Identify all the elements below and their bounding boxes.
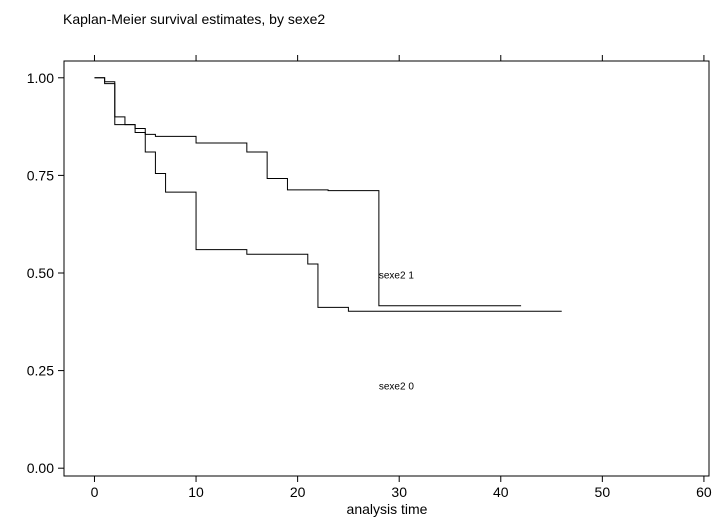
x-tick-label: 10	[188, 484, 204, 500]
x-tick-label: 0	[91, 484, 99, 500]
x-tick-label: 40	[493, 484, 509, 500]
series-label-layer: sexe2 1 sexe2 0	[379, 270, 414, 392]
x-tick-label: 60	[696, 484, 712, 500]
series-layer	[94, 77, 562, 312]
x-tick-label: 20	[290, 484, 306, 500]
y-tick-label: 0.50	[27, 265, 54, 281]
plot-frame	[63, 60, 710, 477]
y-tick-label: 0.75	[27, 167, 54, 183]
survival-curve-2	[94, 77, 562, 312]
x-tick-label: 50	[595, 484, 611, 500]
tick-layer: 0 10 20 30 40 50 60 0.00 0.25 0.50 0.75 1.00	[27, 55, 712, 500]
series-label: sexe2 1	[379, 270, 414, 281]
series-label: sexe2 0	[379, 381, 414, 392]
x-tick-label: 30	[391, 484, 407, 500]
y-tick-label: 0.25	[27, 363, 54, 379]
x-axis-title: analysis time	[347, 501, 428, 517]
y-tick-label: 0.00	[27, 460, 54, 476]
chart-title: Kaplan-Meier survival estimates, by sexe…	[63, 11, 326, 27]
survival-curve-1	[94, 77, 522, 307]
y-tick-label: 1.00	[27, 70, 54, 86]
